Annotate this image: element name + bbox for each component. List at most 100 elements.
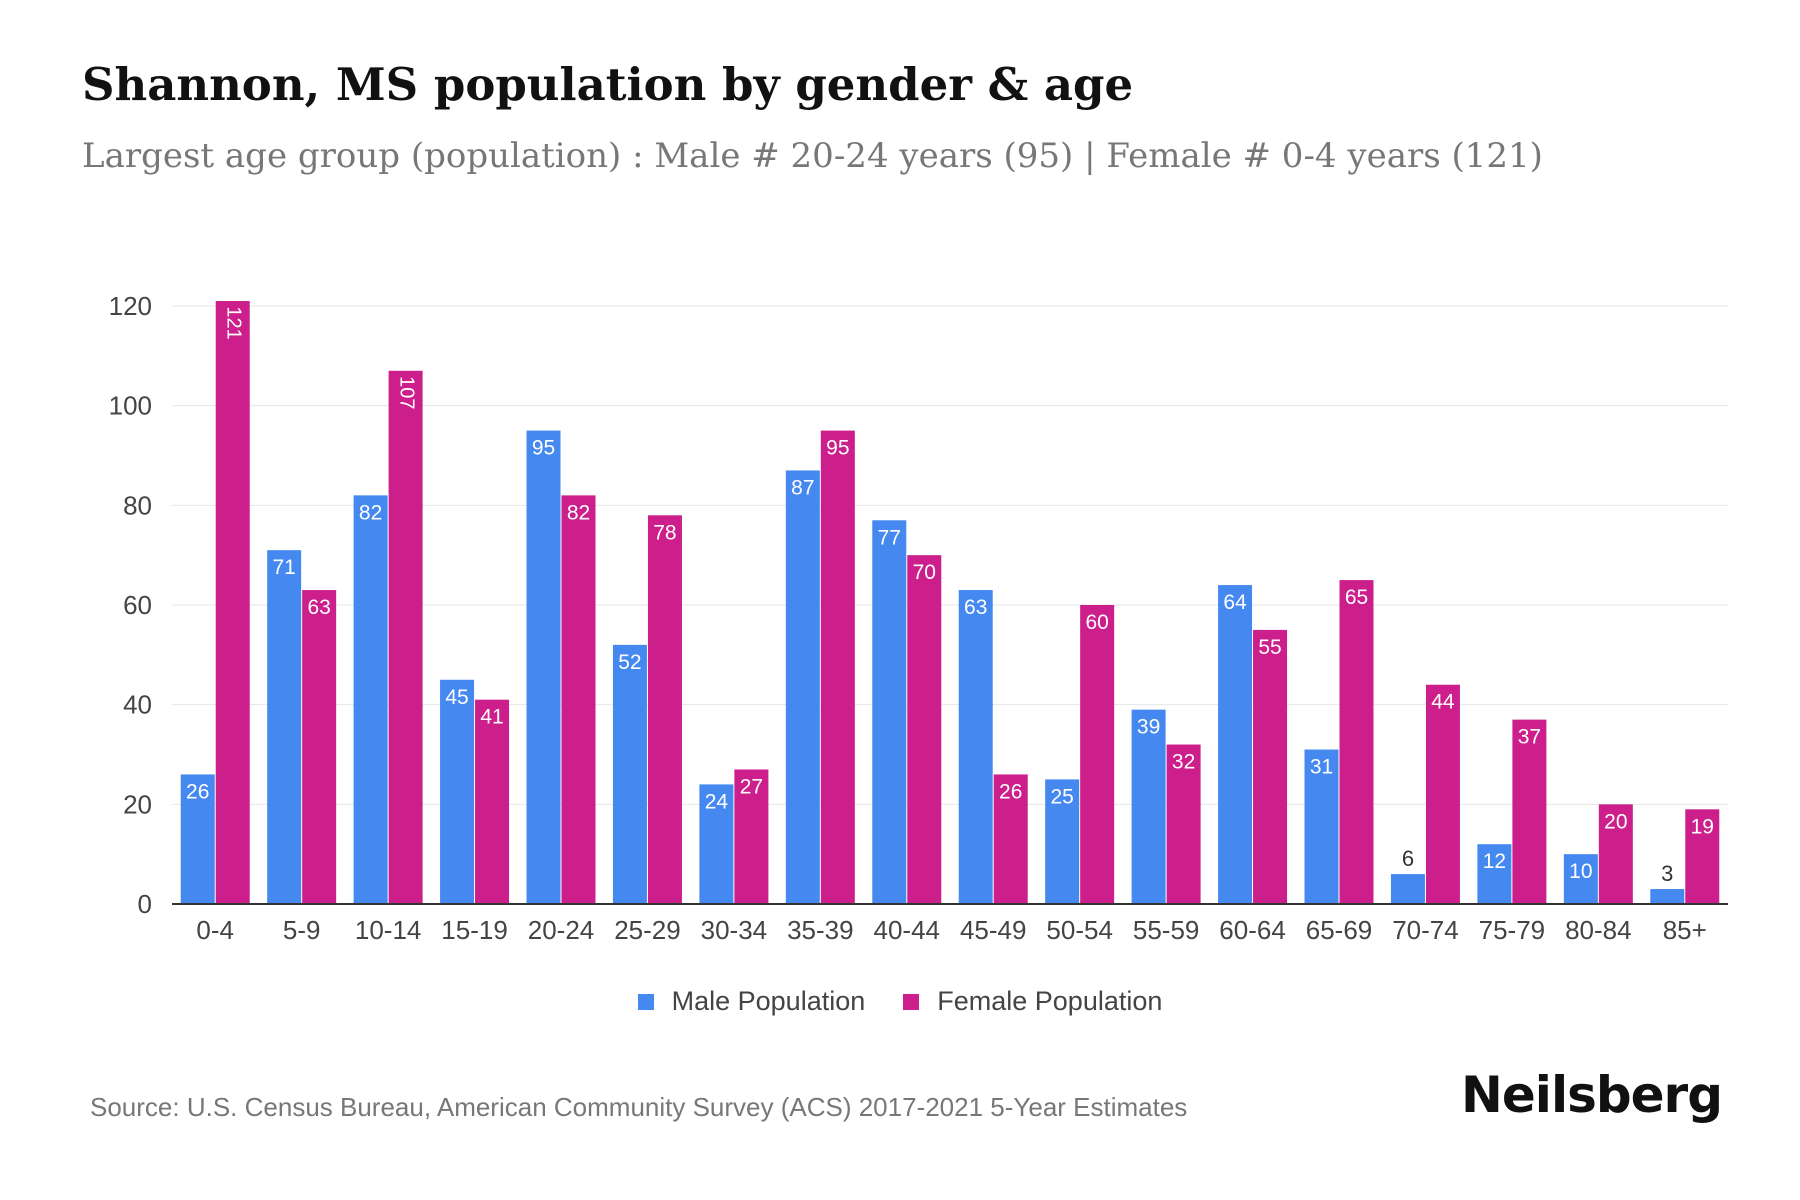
- bar-value-label: 70: [913, 561, 936, 584]
- y-tick-label: 0: [138, 889, 152, 919]
- bar-value-label: 45: [445, 686, 468, 709]
- x-tick-label: 35-39: [787, 915, 854, 945]
- bar: [388, 370, 423, 904]
- bar-value-label: 71: [272, 556, 295, 579]
- bar-value-label: 25: [1050, 785, 1073, 808]
- bar-value-label: 87: [791, 476, 814, 499]
- brand-logo: Neilsberg: [1461, 1066, 1723, 1124]
- legend-label-female: Female Population: [937, 986, 1163, 1016]
- bar: [1218, 585, 1253, 904]
- legend-swatch-male: [637, 993, 654, 1010]
- x-tick-label: 5-9: [283, 915, 321, 945]
- x-tick-label: 15-19: [441, 915, 508, 945]
- x-tick-label: 85+: [1663, 915, 1707, 945]
- bar-value-label: 31: [1310, 756, 1333, 779]
- x-tick-label: 10-14: [355, 915, 422, 945]
- bar: [475, 699, 510, 904]
- bar-value-label: 3: [1661, 861, 1673, 886]
- y-tick-label: 60: [123, 590, 152, 620]
- population-bar-chart: 020406080100120261210-471635-98210710-14…: [109, 291, 1728, 945]
- x-tick-label: 55-59: [1133, 915, 1200, 945]
- bar-value-label: 65: [1345, 586, 1368, 609]
- y-tick-label: 20: [123, 789, 152, 819]
- chart-legend: Male Population Female Population: [0, 986, 1800, 1017]
- bar-value-label: 82: [567, 501, 590, 524]
- x-tick-label: 65-69: [1306, 915, 1373, 945]
- bar: [1425, 684, 1460, 904]
- legend-swatch-female: [903, 993, 920, 1010]
- bar-value-label: 55: [1258, 636, 1281, 659]
- x-tick-label: 20-24: [528, 915, 595, 945]
- x-tick-label: 0-4: [196, 915, 234, 945]
- bar: [180, 774, 215, 904]
- x-tick-label: 50-54: [1046, 915, 1113, 945]
- bar: [302, 590, 337, 904]
- bar-value-label: 78: [653, 521, 676, 544]
- x-tick-label: 25-29: [614, 915, 681, 945]
- bar-value-label: 44: [1431, 691, 1455, 714]
- bar: [1477, 844, 1512, 904]
- bar: [215, 301, 250, 904]
- bar-value-label: 6: [1402, 846, 1414, 871]
- x-tick-label: 30-34: [701, 915, 768, 945]
- bar-value-label: 60: [1085, 611, 1108, 634]
- legend-item-female: Female Population: [903, 986, 1162, 1017]
- bar: [872, 520, 907, 904]
- bar-value-label: 26: [999, 780, 1022, 803]
- bar: [958, 590, 993, 904]
- bar-value-label: 37: [1518, 726, 1541, 749]
- bar-value-label: 32: [1172, 751, 1195, 774]
- bar-value-label: 107: [395, 376, 417, 409]
- chart-title: Shannon, MS population by gender & age: [82, 58, 1134, 111]
- bar: [647, 515, 682, 904]
- y-tick-label: 80: [123, 490, 152, 520]
- bar: [734, 769, 769, 904]
- bar: [1339, 580, 1374, 904]
- bar-value-label: 20: [1604, 810, 1627, 833]
- bar-value-label: 63: [307, 596, 330, 619]
- y-tick-label: 100: [109, 391, 152, 421]
- bar: [612, 644, 647, 904]
- bar: [820, 430, 855, 904]
- y-tick-label: 40: [123, 690, 152, 720]
- bar: [353, 495, 388, 904]
- bar-value-label: 24: [705, 790, 729, 813]
- bar: [440, 679, 475, 904]
- bar-value-label: 63: [964, 596, 987, 619]
- chart-subtitle: Largest age group (population) : Male # …: [82, 136, 1543, 176]
- bar: [785, 470, 820, 904]
- bar-value-label: 12: [1483, 850, 1506, 873]
- bar-value-label: 27: [740, 775, 763, 798]
- bar: [1512, 719, 1547, 904]
- x-tick-label: 40-44: [874, 915, 941, 945]
- bar-value-label: 77: [878, 526, 901, 549]
- bar-value-label: 52: [618, 651, 641, 674]
- source-note: Source: U.S. Census Bureau, American Com…: [90, 1092, 1188, 1122]
- legend-item-male: Male Population: [637, 986, 866, 1017]
- bar-value-label: 82: [359, 501, 382, 524]
- bar-value-label: 95: [532, 437, 555, 460]
- x-tick-label: 45-49: [960, 915, 1027, 945]
- x-tick-label: 80-84: [1565, 915, 1632, 945]
- bar-value-label: 39: [1137, 716, 1160, 739]
- bar: [993, 774, 1028, 904]
- x-tick-label: 75-79: [1479, 915, 1546, 945]
- bar-value-label: 19: [1691, 815, 1714, 838]
- bar: [1390, 874, 1425, 904]
- bar: [907, 555, 942, 904]
- bar: [1685, 809, 1720, 904]
- bar-value-label: 121: [222, 306, 244, 339]
- bar-value-label: 26: [186, 780, 209, 803]
- bar: [526, 430, 561, 904]
- bar: [1563, 854, 1598, 904]
- bar: [1304, 749, 1339, 904]
- bar-value-label: 10: [1569, 860, 1592, 883]
- legend-label-male: Male Population: [671, 986, 866, 1016]
- x-tick-label: 70-74: [1392, 915, 1459, 945]
- bar: [1080, 605, 1115, 904]
- bar: [267, 550, 302, 904]
- bar-value-label: 64: [1223, 591, 1247, 614]
- bar: [1045, 779, 1080, 904]
- bar-value-label: 41: [480, 706, 503, 729]
- bar: [1131, 709, 1166, 904]
